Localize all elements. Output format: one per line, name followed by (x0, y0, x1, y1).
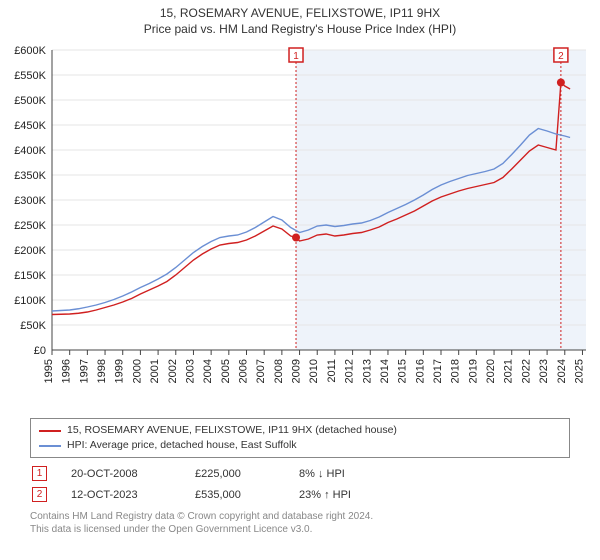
svg-text:£550K: £550K (14, 70, 46, 82)
svg-text:£450K: £450K (14, 120, 46, 132)
svg-text:2007: 2007 (255, 359, 267, 383)
svg-text:2012: 2012 (344, 359, 356, 383)
svg-text:1998: 1998 (96, 359, 108, 383)
svg-text:2024: 2024 (556, 359, 568, 383)
svg-text:2022: 2022 (520, 359, 532, 383)
svg-text:£150K: £150K (14, 270, 46, 282)
sale-marker-1: 1 (32, 466, 47, 481)
title-subtitle: Price paid vs. HM Land Registry's House … (0, 22, 600, 36)
svg-text:£300K: £300K (14, 195, 46, 207)
svg-text:2011: 2011 (326, 359, 338, 383)
svg-text:2001: 2001 (149, 359, 161, 383)
legend-row-property: 15, ROSEMARY AVENUE, FELIXSTOWE, IP11 9H… (39, 423, 561, 438)
sale-row-2: 2 12-OCT-2023 £535,000 23% ↑ HPI (32, 487, 570, 502)
svg-text:£200K: £200K (14, 245, 46, 257)
chart-svg: £0 £50K £100K £150K £200K £250K £300K £350K £400… (0, 42, 600, 412)
legend-label-hpi: HPI: Average price, detached house, East… (67, 438, 297, 453)
sale-price-2: £535,000 (195, 489, 275, 501)
svg-text:2015: 2015 (397, 359, 409, 383)
svg-text:2: 2 (558, 51, 564, 62)
svg-text:2018: 2018 (450, 359, 462, 383)
svg-text:2005: 2005 (220, 359, 232, 383)
svg-text:2020: 2020 (485, 359, 497, 383)
sale-marker-2: 2 (32, 487, 47, 502)
svg-text:2014: 2014 (379, 359, 391, 383)
title-address: 15, ROSEMARY AVENUE, FELIXSTOWE, IP11 9H… (0, 6, 600, 20)
footnote-line1: Contains HM Land Registry data © Crown c… (30, 510, 570, 523)
legend-label-property: 15, ROSEMARY AVENUE, FELIXSTOWE, IP11 9H… (67, 423, 397, 438)
svg-text:2003: 2003 (184, 359, 196, 383)
svg-text:£100K: £100K (14, 295, 46, 307)
svg-text:2023: 2023 (538, 359, 550, 383)
svg-text:2002: 2002 (167, 359, 179, 383)
sale-delta-1: 8% ↓ HPI (299, 468, 389, 480)
chart: £0 £50K £100K £150K £200K £250K £300K £350K £400… (0, 42, 600, 412)
svg-text:1999: 1999 (114, 359, 126, 383)
sale-row-1: 1 20-OCT-2008 £225,000 8% ↓ HPI (32, 466, 570, 481)
sale-date-1: 20-OCT-2008 (71, 468, 171, 480)
svg-text:£350K: £350K (14, 170, 46, 182)
svg-text:1995: 1995 (43, 359, 55, 383)
svg-text:£0: £0 (34, 345, 46, 357)
legend-row-hpi: HPI: Average price, detached house, East… (39, 438, 561, 453)
footnote-line2: This data is licensed under the Open Gov… (30, 523, 570, 536)
svg-text:2009: 2009 (291, 359, 303, 383)
svg-text:£250K: £250K (14, 220, 46, 232)
sale-date-2: 12-OCT-2023 (71, 489, 171, 501)
below-chart: 15, ROSEMARY AVENUE, FELIXSTOWE, IP11 9H… (30, 418, 570, 536)
legend-swatch-property (39, 430, 61, 432)
svg-text:1997: 1997 (78, 359, 90, 383)
svg-text:£600K: £600K (14, 45, 46, 57)
svg-text:2025: 2025 (573, 359, 585, 383)
sale-price-1: £225,000 (195, 468, 275, 480)
svg-text:2004: 2004 (202, 359, 214, 383)
svg-text:2019: 2019 (467, 359, 479, 383)
chart-container: 15, ROSEMARY AVENUE, FELIXSTOWE, IP11 9H… (0, 0, 600, 560)
svg-text:2010: 2010 (308, 359, 320, 383)
title-block: 15, ROSEMARY AVENUE, FELIXSTOWE, IP11 9H… (0, 0, 600, 38)
svg-text:2021: 2021 (503, 359, 515, 383)
footnote: Contains HM Land Registry data © Crown c… (30, 510, 570, 536)
legend-swatch-hpi (39, 445, 61, 447)
svg-text:2016: 2016 (414, 359, 426, 383)
svg-text:£400K: £400K (14, 145, 46, 157)
svg-text:£50K: £50K (20, 320, 46, 332)
svg-text:1996: 1996 (61, 359, 73, 383)
svg-text:2006: 2006 (238, 359, 250, 383)
legend: 15, ROSEMARY AVENUE, FELIXSTOWE, IP11 9H… (30, 418, 570, 458)
svg-text:2013: 2013 (361, 359, 373, 383)
svg-text:1: 1 (293, 51, 299, 62)
svg-text:£500K: £500K (14, 95, 46, 107)
svg-text:2000: 2000 (131, 359, 143, 383)
svg-text:2017: 2017 (432, 359, 444, 383)
sale-delta-2: 23% ↑ HPI (299, 489, 389, 501)
svg-text:2008: 2008 (273, 359, 285, 383)
